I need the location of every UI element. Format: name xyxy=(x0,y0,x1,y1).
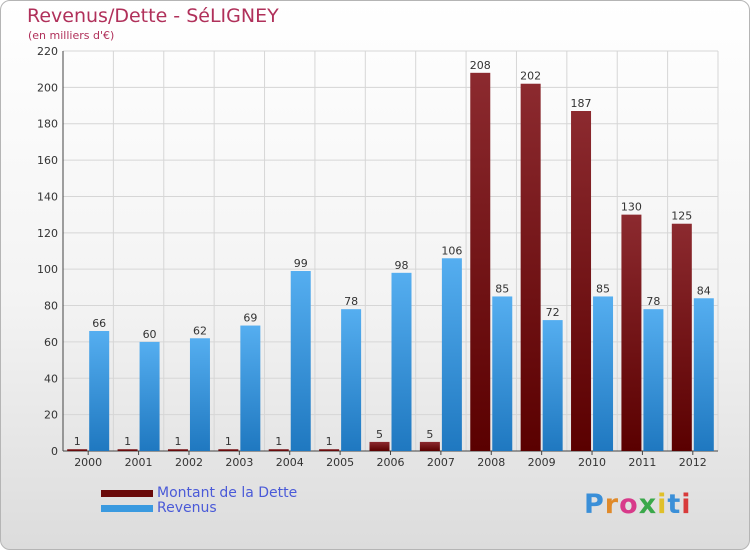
y-tick-label: 80 xyxy=(44,300,58,313)
bar-revenus xyxy=(391,272,412,451)
data-label-dette: 1 xyxy=(74,435,81,448)
y-tick-label: 180 xyxy=(37,118,58,131)
bar-dette xyxy=(67,449,88,451)
bar-revenus xyxy=(593,296,614,451)
x-tick-label: 2012 xyxy=(679,456,707,469)
y-tick-label: 60 xyxy=(44,336,58,349)
data-label-dette: 1 xyxy=(326,435,333,448)
x-tick-label: 2011 xyxy=(628,456,656,469)
grid-lines xyxy=(62,50,719,452)
data-label-dette: 202 xyxy=(520,70,541,83)
y-tick-label: 220 xyxy=(37,45,58,58)
y-tick-label: 0 xyxy=(51,445,58,458)
bar-revenus xyxy=(341,309,362,451)
bar-dette xyxy=(470,72,491,452)
data-label-dette: 125 xyxy=(671,210,692,223)
data-label-revenus: 66 xyxy=(92,317,106,330)
x-tick-label: 2000 xyxy=(74,456,102,469)
x-tick-label: 2001 xyxy=(125,456,153,469)
x-tick-label: 2005 xyxy=(326,456,354,469)
bar-revenus xyxy=(542,320,563,451)
bar-dette xyxy=(117,449,138,451)
data-label-revenus: 99 xyxy=(294,257,308,270)
data-labels: 1 66 1 60 1 62 1 69 1 99 1 78 5 98 5 106 208 85 202 72 187 85… xyxy=(74,59,711,448)
y-tick-label: 160 xyxy=(37,154,58,167)
data-label-dette: 1 xyxy=(225,435,232,448)
bar-revenus xyxy=(290,271,311,451)
chart-subtitle: (en milliers d'€) xyxy=(28,29,115,42)
data-label-dette: 130 xyxy=(621,201,642,214)
bar-dette xyxy=(268,449,289,451)
bar-revenus xyxy=(240,325,261,451)
data-label-dette: 1 xyxy=(174,435,181,448)
data-label-revenus: 62 xyxy=(193,324,207,337)
data-label-revenus: 98 xyxy=(395,259,409,272)
y-tick-label: 200 xyxy=(37,81,58,94)
data-label-dette: 5 xyxy=(376,428,383,441)
bar-revenus xyxy=(189,338,210,451)
x-tick-label: 2002 xyxy=(175,456,203,469)
data-label-dette: 1 xyxy=(124,435,131,448)
y-tick-label: 40 xyxy=(44,372,58,385)
y-tick-label: 140 xyxy=(37,190,58,203)
proxiti-logo: Proxiti xyxy=(584,489,692,520)
bar-dette xyxy=(671,223,692,451)
bar-dette xyxy=(369,441,390,451)
bar-dette xyxy=(621,214,642,451)
data-label-revenus: 106 xyxy=(441,244,462,257)
bar-revenus xyxy=(139,341,160,451)
legend-label-revenus: Revenus xyxy=(157,500,217,516)
x-tick-label: 2003 xyxy=(225,456,253,469)
chart-title: Revenus/Dette - SéLIGNEY xyxy=(27,5,279,27)
y-tick-label: 100 xyxy=(37,263,58,276)
data-label-revenus: 60 xyxy=(143,328,157,341)
bar-revenus xyxy=(643,309,664,451)
bar-dette xyxy=(167,449,188,451)
bar-revenus xyxy=(492,296,513,451)
data-label-dette: 208 xyxy=(470,59,491,72)
bar-revenus xyxy=(693,298,714,451)
data-label-revenus: 84 xyxy=(697,284,711,297)
bar-revenus xyxy=(89,331,110,451)
bars xyxy=(67,72,714,452)
legend-swatch-debt xyxy=(101,490,153,497)
data-label-dette: 187 xyxy=(571,97,592,110)
bar-dette xyxy=(520,83,541,452)
data-label-revenus: 85 xyxy=(596,282,610,295)
y-tick-label: 120 xyxy=(37,227,58,240)
x-tick-label: 2008 xyxy=(477,456,505,469)
bar-dette xyxy=(319,449,340,451)
data-label-revenus: 69 xyxy=(243,312,257,325)
bar-dette xyxy=(419,441,440,451)
data-label-dette: 5 xyxy=(426,428,433,441)
y-tick-label: 20 xyxy=(44,409,58,422)
data-label-revenus: 78 xyxy=(344,295,358,308)
data-label-revenus: 78 xyxy=(646,295,660,308)
bar-dette xyxy=(218,449,239,451)
data-label-revenus: 85 xyxy=(495,282,509,295)
x-tick-label: 2009 xyxy=(528,456,556,469)
legend-swatch-revenus xyxy=(101,505,153,512)
legend-label-debt: Montant de la Dette xyxy=(157,485,298,501)
x-tick-label: 2010 xyxy=(578,456,606,469)
bar-dette xyxy=(571,111,592,451)
data-label-dette: 1 xyxy=(275,435,282,448)
x-tick-label: 2007 xyxy=(427,456,455,469)
bar-revenus xyxy=(441,258,462,451)
data-label-revenus: 72 xyxy=(546,306,560,319)
x-tick-label: 2004 xyxy=(276,456,304,469)
x-tick-label: 2006 xyxy=(377,456,405,469)
